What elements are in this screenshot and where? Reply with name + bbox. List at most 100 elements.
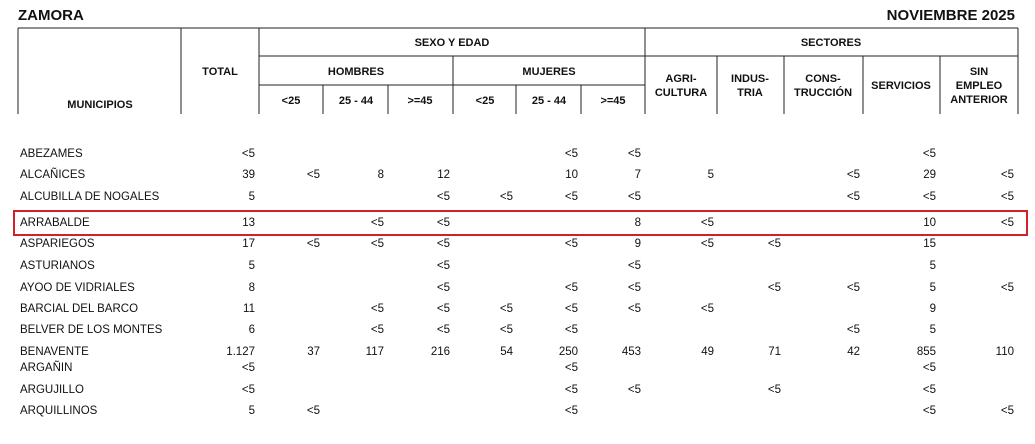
cell-value: 71 bbox=[768, 346, 781, 358]
cell-value: 8 bbox=[635, 217, 641, 229]
cell-value: <5 bbox=[565, 282, 578, 294]
sector-header: INDUS- bbox=[731, 73, 769, 85]
cell-value: <5 bbox=[768, 282, 781, 294]
sector-header: AGRI- bbox=[665, 73, 697, 85]
cell-value: 29 bbox=[923, 169, 936, 181]
cell-value: 855 bbox=[917, 346, 936, 358]
cell-value: 5 bbox=[930, 324, 936, 336]
cell-value: <5 bbox=[437, 217, 450, 229]
municipio: BARCIAL DEL BARCO bbox=[20, 303, 138, 315]
cell-value: <5 bbox=[565, 384, 578, 396]
municipio: ARRABALDE bbox=[20, 217, 90, 229]
cell-value: <5 bbox=[847, 282, 860, 294]
cell-value: 5 bbox=[708, 169, 714, 181]
cell-value: <5 bbox=[242, 362, 255, 374]
cell-value: 5 bbox=[249, 260, 255, 272]
cell-value: 42 bbox=[847, 346, 860, 358]
cell-value: 9 bbox=[635, 238, 641, 250]
cell-value: <5 bbox=[701, 303, 714, 315]
cell-value: <5 bbox=[437, 303, 450, 315]
sector-header: EMPLEO bbox=[956, 80, 1003, 92]
municipio: ABEZAMES bbox=[20, 148, 83, 160]
cell-value: <5 bbox=[1001, 191, 1014, 203]
cell-value: 49 bbox=[701, 346, 714, 358]
cell-value: <5 bbox=[565, 362, 578, 374]
cell-value: 39 bbox=[242, 169, 255, 181]
cell-value: <5 bbox=[628, 384, 641, 396]
cell-value: 37 bbox=[307, 346, 320, 358]
cell-value: <5 bbox=[847, 191, 860, 203]
age-header: <25 bbox=[282, 95, 301, 107]
cell-value: <5 bbox=[500, 191, 513, 203]
municipio: BENAVENTE bbox=[20, 346, 89, 358]
municipio: ASTURIANOS bbox=[20, 260, 95, 272]
cell-value: 8 bbox=[378, 169, 384, 181]
col-header: TOTAL bbox=[202, 66, 238, 78]
cell-value: <5 bbox=[1001, 217, 1014, 229]
col-header: HOMBRES bbox=[328, 66, 384, 78]
municipio: ARQUILLINOS bbox=[20, 405, 98, 417]
cell-value: <5 bbox=[371, 238, 384, 250]
cell-value: 54 bbox=[500, 346, 513, 358]
cell-value: 12 bbox=[437, 169, 450, 181]
cell-value: <5 bbox=[1001, 282, 1014, 294]
cell-value: <5 bbox=[500, 324, 513, 336]
municipio: AYOO DE VIDRIALES bbox=[20, 282, 135, 294]
cell-value: 5 bbox=[930, 260, 936, 272]
cell-value: <5 bbox=[371, 303, 384, 315]
sector-header: TRUCCIÓN bbox=[794, 86, 852, 99]
cell-value: <5 bbox=[923, 384, 936, 396]
cell-value: 7 bbox=[635, 169, 641, 181]
cell-value: 1.127 bbox=[226, 346, 255, 358]
cell-value: <5 bbox=[437, 282, 450, 294]
cell-value: 216 bbox=[431, 346, 450, 358]
cell-value: <5 bbox=[565, 148, 578, 160]
cell-value: 5 bbox=[930, 282, 936, 294]
cell-value: <5 bbox=[923, 405, 936, 417]
cell-value: <5 bbox=[923, 362, 936, 374]
cell-value: 15 bbox=[923, 238, 936, 250]
municipio: ASPARIEGOS bbox=[20, 238, 95, 250]
cell-value: 11 bbox=[243, 303, 255, 315]
cell-value: <5 bbox=[701, 238, 714, 250]
cell-value: 9 bbox=[930, 303, 936, 315]
cell-value: <5 bbox=[437, 260, 450, 272]
cell-value: 8 bbox=[249, 282, 255, 294]
age-header: >=45 bbox=[600, 95, 625, 107]
cell-value: <5 bbox=[565, 303, 578, 315]
sector-header: SERVICIOS bbox=[871, 80, 931, 92]
cell-value: <5 bbox=[242, 148, 255, 160]
cell-value: <5 bbox=[565, 238, 578, 250]
cell-value: 453 bbox=[622, 346, 641, 358]
cell-value: <5 bbox=[847, 169, 860, 181]
row-highlight bbox=[13, 210, 1028, 236]
cell-value: 10 bbox=[923, 217, 936, 229]
cell-value: <5 bbox=[437, 324, 450, 336]
cell-value: <5 bbox=[1001, 169, 1014, 181]
cell-value: 13 bbox=[242, 217, 255, 229]
cell-value: 250 bbox=[559, 346, 578, 358]
cell-value: <5 bbox=[847, 324, 860, 336]
cell-value: <5 bbox=[307, 405, 320, 417]
cell-value: 5 bbox=[249, 191, 255, 203]
cell-value: <5 bbox=[437, 238, 450, 250]
cell-value: <5 bbox=[923, 148, 936, 160]
cell-value: <5 bbox=[628, 282, 641, 294]
cell-value: <5 bbox=[628, 303, 641, 315]
col-header: MUNICIPIOS bbox=[67, 99, 132, 111]
cell-value: <5 bbox=[371, 217, 384, 229]
col-header: SECTORES bbox=[801, 37, 861, 49]
sector-header: SIN bbox=[970, 66, 988, 78]
cell-value: <5 bbox=[371, 324, 384, 336]
cell-value: 17 bbox=[242, 238, 255, 250]
municipio: BELVER DE LOS MONTES bbox=[20, 324, 163, 336]
age-header: <25 bbox=[476, 95, 495, 107]
cell-value: <5 bbox=[307, 169, 320, 181]
cell-value: <5 bbox=[768, 238, 781, 250]
province: ZAMORA bbox=[18, 7, 84, 24]
cell-value: 117 bbox=[366, 346, 384, 358]
cell-value: 5 bbox=[249, 405, 255, 417]
cell-value: <5 bbox=[1001, 405, 1014, 417]
